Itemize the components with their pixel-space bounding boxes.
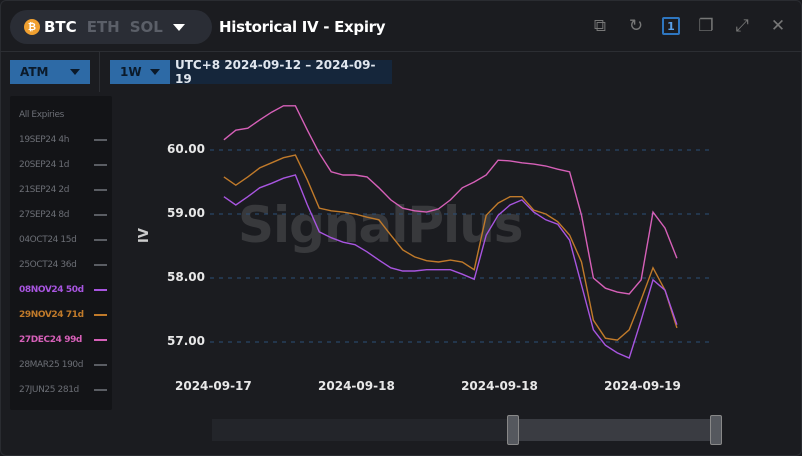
- x-tick-label: 2024-09-18: [318, 379, 395, 393]
- series-line-27dec24: [223, 105, 678, 295]
- legend-swatch: [94, 314, 107, 316]
- legend-swatch: [94, 364, 107, 366]
- legend-label: 19SEP24 4h: [19, 135, 70, 145]
- period-value: 1W: [120, 65, 142, 79]
- range-slider[interactable]: [212, 415, 722, 445]
- copy-icon[interactable]: ❐: [698, 16, 714, 36]
- moneyness-dropdown[interactable]: ATM: [10, 60, 90, 84]
- coin-btc[interactable]: BTC: [44, 18, 77, 36]
- watermark: SignalPlus: [238, 196, 524, 254]
- slider-handle-left[interactable]: [507, 415, 519, 445]
- series-line-08nov24: [223, 174, 678, 359]
- legend-item[interactable]: 27DEC24 99d: [19, 335, 107, 345]
- legend-item[interactable]: 29NOV24 71d: [19, 310, 107, 320]
- legend-label: 04OCT24 15d: [19, 235, 77, 245]
- divider: [99, 52, 100, 92]
- legend-label: 21SEP24 2d: [19, 185, 70, 195]
- legend-label: 27SEP24 8d: [19, 210, 70, 220]
- legend-swatch: [94, 289, 107, 291]
- legend-item[interactable]: 27JUN25 281d: [19, 385, 107, 395]
- legend-item[interactable]: 19SEP24 4h: [19, 135, 107, 145]
- legend-item[interactable]: 28MAR25 190d: [19, 360, 107, 370]
- legend-swatch: [94, 214, 107, 216]
- period-dropdown[interactable]: 1W: [110, 60, 170, 84]
- legend-item[interactable]: 20SEP24 1d: [19, 160, 107, 170]
- x-tick-label: 2024-09-17: [175, 379, 252, 393]
- legend-item[interactable]: 08NOV24 50d: [19, 285, 107, 295]
- legend-label: 20SEP24 1d: [19, 160, 70, 170]
- legend-item[interactable]: All Expiries: [19, 110, 107, 120]
- external-link-icon[interactable]: ⧉: [593, 16, 607, 36]
- legend-item[interactable]: 25OCT24 36d: [19, 260, 107, 270]
- legend-item[interactable]: 27SEP24 8d: [19, 210, 107, 220]
- refresh-icon[interactable]: ↻: [628, 16, 644, 36]
- y-tick-label: 60.00: [167, 142, 205, 156]
- legend-label: All Expiries: [19, 110, 64, 120]
- legend-swatch: [94, 164, 107, 166]
- chevron-down-icon: [150, 69, 160, 75]
- expiry-legend: All Expiries 19SEP24 4h 20SEP24 1d 21SEP24 …: [10, 96, 112, 410]
- legend-swatch: [94, 189, 107, 191]
- expand-icon[interactable]: ⤢: [735, 16, 749, 36]
- x-tick-label: 2024-09-18: [461, 379, 538, 393]
- chevron-down-icon: [70, 69, 80, 75]
- legend-label: 27JUN25 281d: [19, 385, 79, 395]
- slider-selection[interactable]: [512, 419, 716, 441]
- y-tick-label: 58.00: [167, 270, 205, 284]
- coin-sol[interactable]: SOL: [129, 18, 163, 36]
- legend-item[interactable]: 21SEP24 2d: [19, 185, 107, 195]
- slider-handle-right[interactable]: [710, 415, 722, 445]
- legend-swatch: [94, 264, 107, 266]
- chevron-down-icon[interactable]: [172, 23, 185, 31]
- x-tick-label: 2024-09-19: [604, 379, 681, 393]
- legend-label: 29NOV24 71d: [19, 310, 84, 320]
- moneyness-value: ATM: [20, 65, 49, 79]
- toolbar: ⧉ ↻ 1 ❐ ⤢ ✕: [590, 16, 788, 36]
- legend-label: 27DEC24 99d: [19, 335, 82, 345]
- y-tick-label: 59.00: [167, 206, 205, 220]
- divider: [0, 51, 802, 52]
- y-tick-label: 57.00: [167, 334, 205, 348]
- legend-label: 08NOV24 50d: [19, 285, 84, 295]
- series-line-29nov24: [223, 154, 678, 341]
- legend-swatch: [94, 139, 107, 141]
- widget-title: Historical IV - Expiry: [219, 18, 386, 36]
- legend-swatch: [94, 389, 107, 391]
- close-icon[interactable]: ✕: [770, 16, 786, 36]
- date-range: UTC+8 2024-09-12 – 2024-09-19: [170, 58, 392, 86]
- coin-eth[interactable]: ETH: [86, 18, 120, 36]
- legend-swatch: [94, 239, 107, 241]
- legend-item[interactable]: 04OCT24 15d: [19, 235, 107, 245]
- one-icon[interactable]: 1: [662, 17, 680, 35]
- legend-label: 25OCT24 36d: [19, 260, 77, 270]
- legend-swatch: [94, 339, 107, 341]
- legend-label: 28MAR25 190d: [19, 360, 84, 370]
- coin-selector[interactable]: ₿ BTC ETH SOL: [10, 10, 212, 44]
- bitcoin-icon: ₿: [24, 19, 40, 35]
